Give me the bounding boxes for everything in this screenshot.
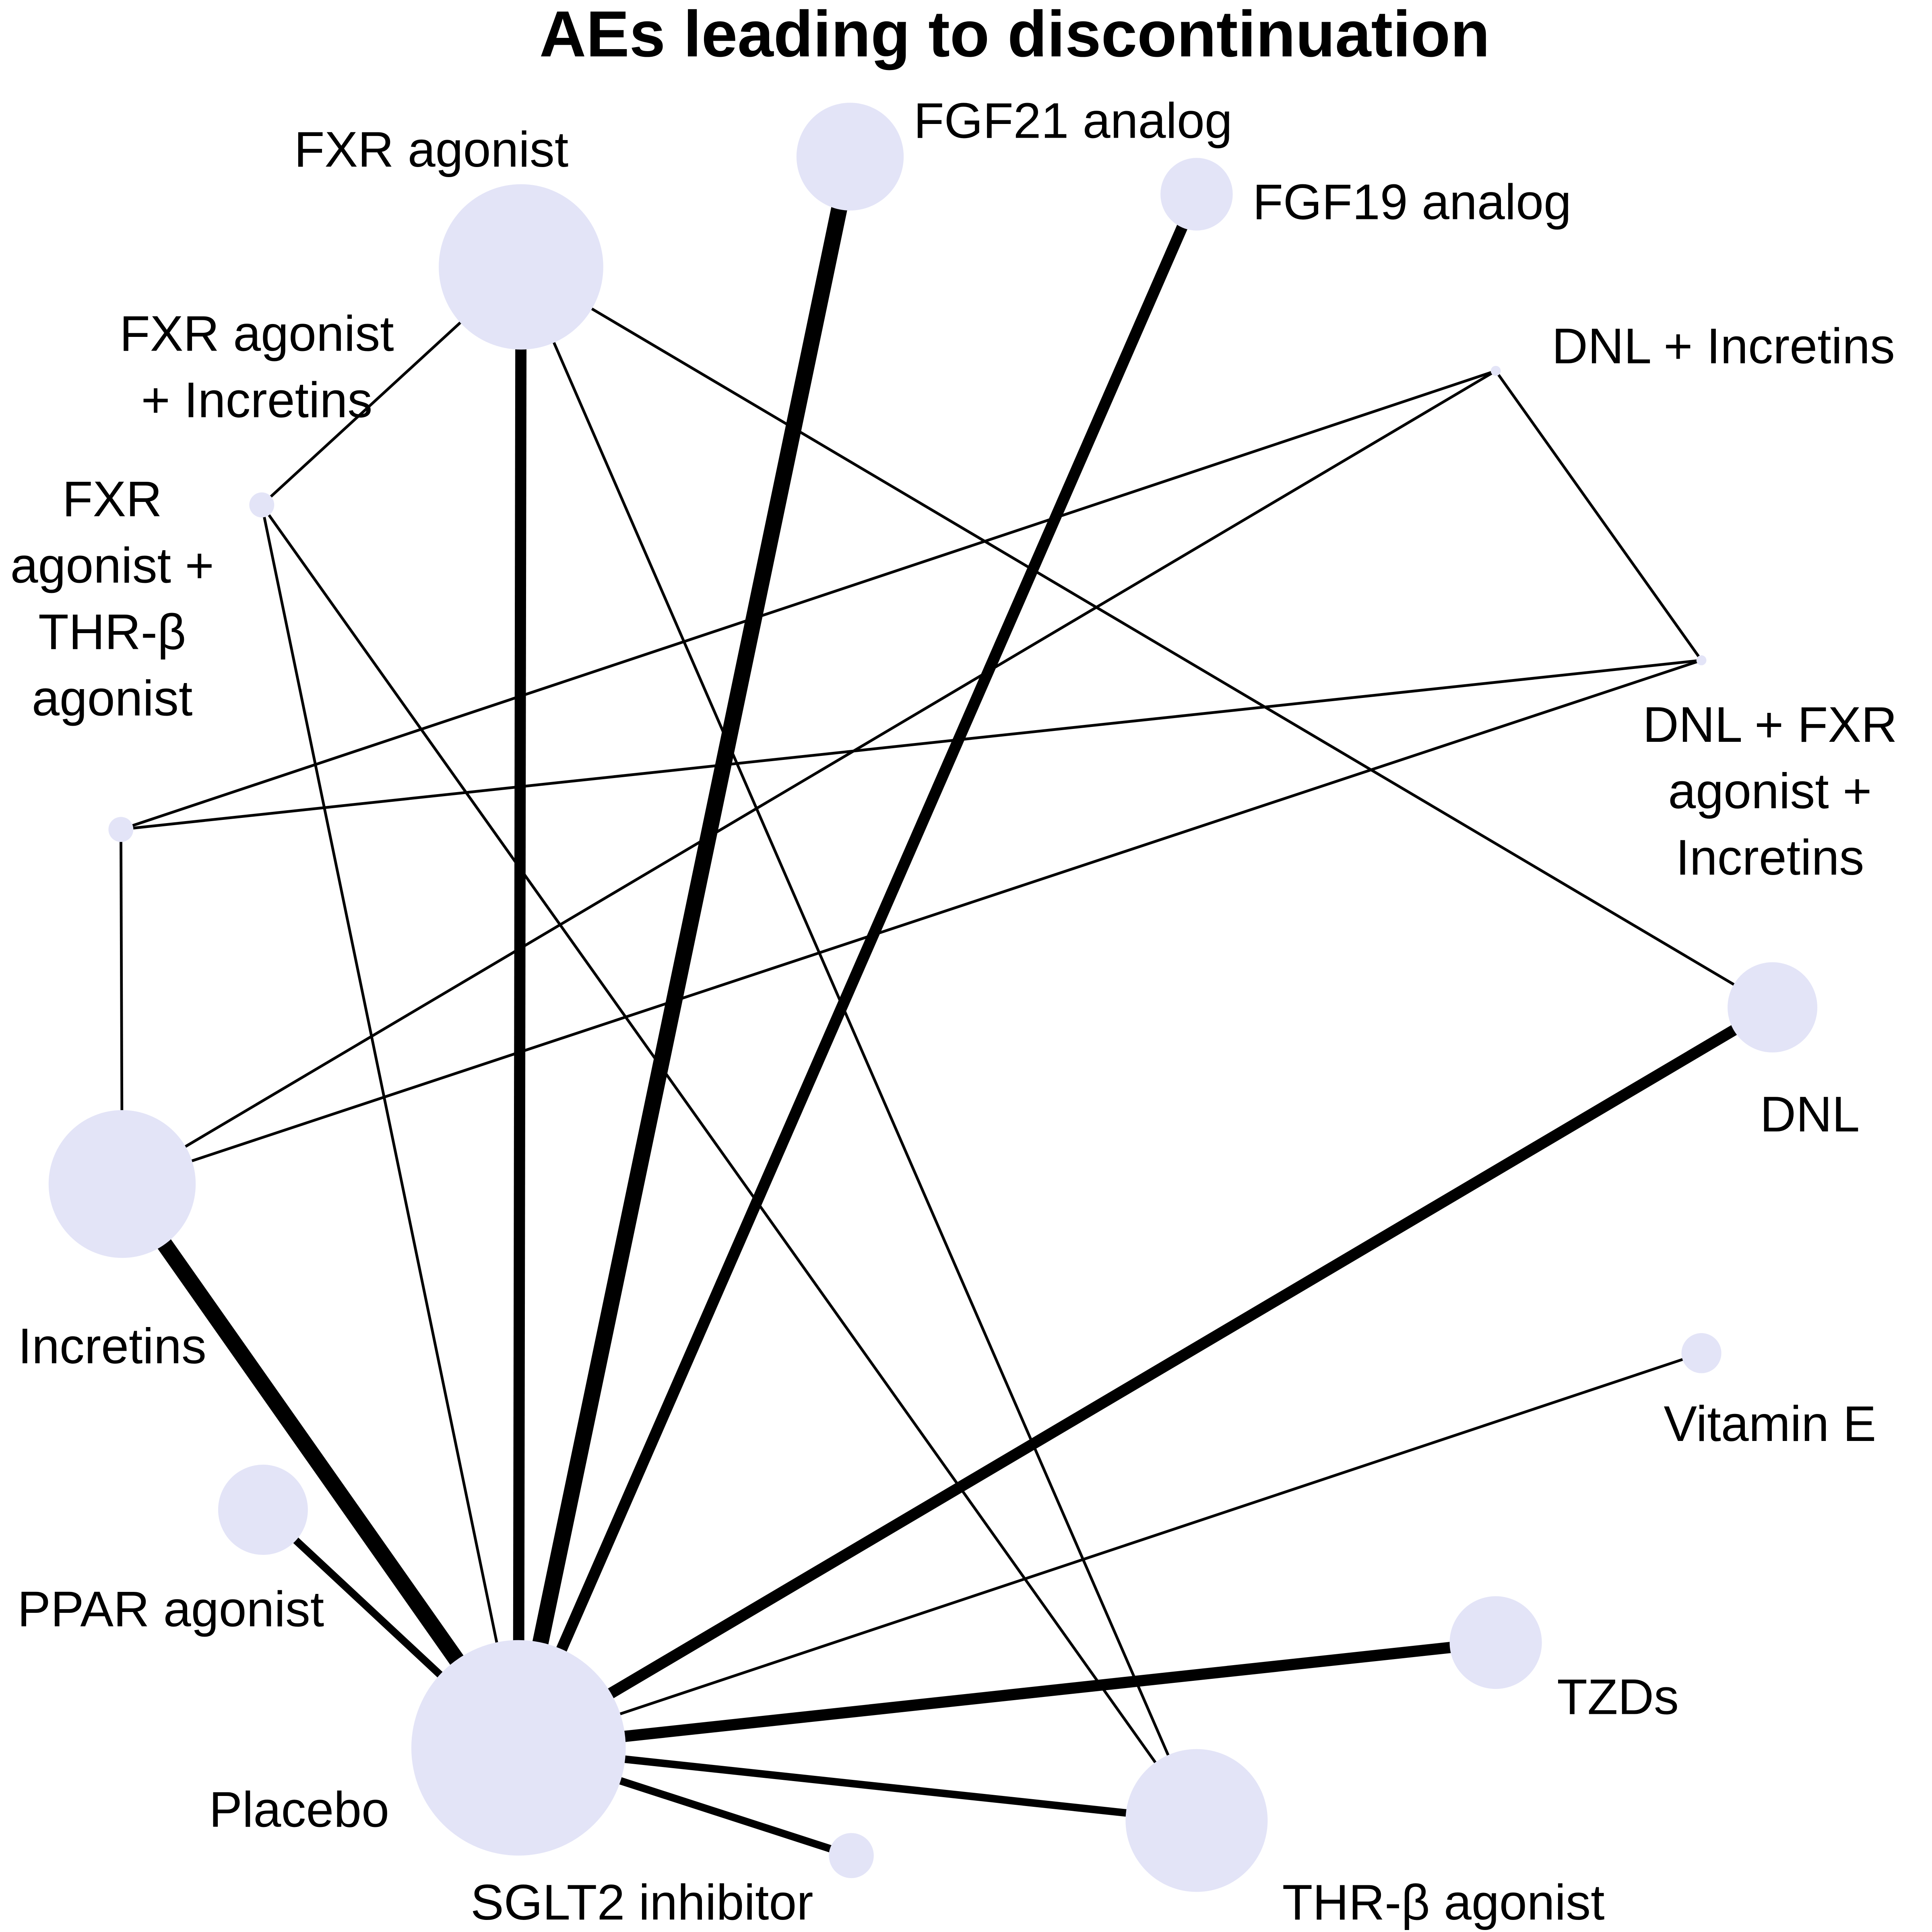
node-label-line: FXR agonist bbox=[120, 306, 394, 361]
node-label-fgf19: FGF19 analog bbox=[1253, 174, 1571, 230]
edge-placebo-dnl bbox=[516, 1002, 1775, 1753]
node-label-fxr-thr-b: FXR agonist + THR-β agonist bbox=[10, 471, 214, 726]
node-label-line: Vitamin E bbox=[1664, 1396, 1876, 1451]
edge-fxr_thr_b-dnl_incretins bbox=[120, 369, 1496, 831]
edge-dnl_incretins-dnl_fxr_incretins bbox=[1494, 370, 1703, 661]
node-label-fxr-incretins: FXR agonist + Incretins bbox=[120, 306, 394, 428]
edge-placebo-tzds bbox=[518, 1637, 1496, 1754]
edge-placebo-thr_b bbox=[518, 1744, 1197, 1825]
edge-placebo-fgf19 bbox=[513, 192, 1202, 1750]
node-fgf21 bbox=[796, 103, 904, 211]
node-label-line: Incretins bbox=[18, 1318, 206, 1374]
node-label-line: agonist + bbox=[1668, 763, 1872, 819]
labels-layer: FXR agonist FGF21 analog FGF19 analog DNL +… bbox=[10, 93, 1897, 1930]
edge-fxr-dnl bbox=[520, 266, 1773, 1009]
node-label-incretins: Incretins bbox=[18, 1318, 206, 1374]
edge-placebo-fxr bbox=[513, 267, 527, 1748]
node-incretins bbox=[48, 1110, 196, 1258]
node-ppar bbox=[218, 1464, 308, 1555]
edge-placebo-incretins bbox=[116, 1179, 525, 1753]
node-label-line: Placebo bbox=[209, 1782, 389, 1837]
edge-fxr-thr_b bbox=[520, 266, 1198, 1821]
node-dnl-incretins bbox=[1490, 365, 1501, 376]
edge-fxr_thr_b-dnl_fxr_incretins bbox=[121, 659, 1702, 831]
node-label-line: DNL + FXR bbox=[1643, 697, 1897, 753]
node-dnl-fxr-incretins bbox=[1696, 655, 1707, 665]
node-label-line: FXR agonist bbox=[294, 122, 569, 178]
node-label-placebo: Placebo bbox=[209, 1782, 389, 1837]
node-label-line: FGF21 analog bbox=[914, 93, 1232, 149]
chart-title: AEs leading to discontinuation bbox=[539, 0, 1490, 70]
node-label-line: DNL bbox=[1760, 1087, 1860, 1142]
node-label-line: PPAR agonist bbox=[17, 1581, 324, 1637]
node-label-dnl: DNL bbox=[1760, 1087, 1860, 1142]
node-label-line: SGLT2 inhibitor bbox=[471, 1875, 813, 1930]
node-label-vitamin-e: Vitamin E bbox=[1664, 1396, 1876, 1451]
edges-layer bbox=[116, 155, 1775, 1860]
nodes-layer bbox=[48, 103, 1818, 1892]
node-fxr bbox=[439, 184, 603, 350]
node-fxr-thr-b bbox=[108, 817, 134, 842]
node-label-fgf21: FGF21 analog bbox=[914, 93, 1232, 149]
node-label-dnl-incretins: DNL + Incretins bbox=[1552, 318, 1895, 374]
node-label-line: FGF19 analog bbox=[1253, 174, 1571, 230]
edge-placebo-vitamin_e bbox=[518, 1352, 1702, 1749]
node-label-line: agonist + bbox=[10, 538, 214, 593]
edge-fxr_incretins-thr_b bbox=[260, 504, 1198, 1821]
node-label-line: + Incretins bbox=[141, 372, 372, 428]
node-label-line: FXR bbox=[62, 471, 162, 527]
node-label-ppar: PPAR agonist bbox=[17, 1581, 324, 1637]
edge-placebo-fgf21 bbox=[510, 155, 858, 1750]
node-label-line: DNL + Incretins bbox=[1552, 318, 1895, 374]
node-label-line: THR-β bbox=[38, 604, 186, 660]
node-label-thr-b: THR-β agonist bbox=[1282, 1875, 1605, 1930]
node-vitamin-e bbox=[1681, 1333, 1721, 1373]
node-fgf19 bbox=[1160, 158, 1233, 231]
node-placebo bbox=[411, 1640, 626, 1856]
node-label-fxr: FXR agonist bbox=[294, 122, 569, 178]
node-sglt2 bbox=[829, 1833, 874, 1878]
node-fxr-incretins bbox=[249, 492, 275, 518]
edge-dnl_incretins-incretins bbox=[121, 369, 1496, 1185]
edge-dnl_fxr_incretins-incretins bbox=[122, 659, 1702, 1185]
node-label-sglt2: SGLT2 inhibitor bbox=[471, 1875, 813, 1930]
node-label-dnl-fxr-incretins: DNL + FXR agonist + Incretins bbox=[1643, 697, 1897, 886]
node-tzds bbox=[1449, 1596, 1542, 1689]
node-label-line: THR-β agonist bbox=[1282, 1875, 1605, 1930]
node-label-line: Incretins bbox=[1676, 830, 1864, 885]
node-label-tzds: TZDs bbox=[1557, 1669, 1679, 1725]
node-dnl bbox=[1728, 962, 1818, 1053]
node-label-line: agonist bbox=[32, 671, 192, 726]
node-label-line: TZDs bbox=[1557, 1669, 1679, 1725]
edge-placebo-fxr_incretins bbox=[260, 504, 520, 1748]
node-thr-b bbox=[1125, 1749, 1268, 1892]
